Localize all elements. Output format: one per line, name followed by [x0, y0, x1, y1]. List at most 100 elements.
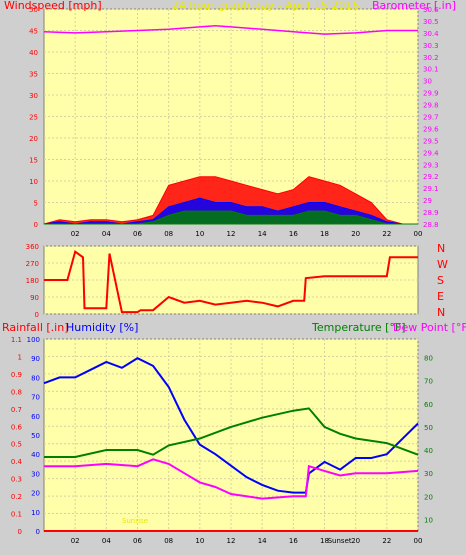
wind-time-tick-label: 18: [320, 230, 329, 238]
rainfall-tick-label: 1.1: [11, 336, 22, 344]
climate-time-axis: 02 04 06 08 10 12 14 16 18 20 22 00: [71, 537, 423, 545]
windspeed-tick-label: 30: [29, 92, 38, 100]
dew_point-line: [44, 458, 419, 500]
rainfall-tick-label: 0.3: [11, 476, 22, 484]
barometer-tick-label: 29.2: [423, 173, 439, 181]
windspeed-axis: 0 5 10 15 20 25 30 35 40 45 50: [29, 6, 38, 229]
windspeed-tick-label: 0: [34, 221, 38, 229]
barometer-tick-label: 29.9: [423, 90, 439, 98]
rainfall-tick-label: 0.7: [11, 406, 22, 414]
barometer-line: [43, 24, 418, 35]
climate-grid: [44, 338, 419, 532]
humidity-axis: 0 10 20 30 40 50 60 70 80 90 100: [27, 336, 40, 536]
humidity-line: [43, 357, 419, 494]
humidity-tick-label: 40: [31, 451, 40, 459]
wind-time-tick-label: 10: [195, 230, 204, 238]
wind-time-tick-label: 12: [227, 230, 236, 238]
temperature-tick-label: 60: [424, 401, 433, 409]
rainfall-tick-label: 1: [18, 353, 22, 361]
humidity-tick-label: 100: [27, 336, 40, 344]
rainfall-axis-label: Rainfall [.in]: [2, 321, 69, 334]
wind-time-tick-label: 14: [258, 230, 267, 238]
wind-time-tick-label: 06: [133, 230, 142, 238]
sunrise-annotation: Sunrise: [122, 517, 148, 525]
climate-time-tick-label: 20: [351, 537, 360, 545]
barometer-tick-label: 29.6: [423, 125, 439, 133]
windspeed-tick-label: 25: [29, 114, 38, 122]
barometer-tick-label: 30: [423, 78, 432, 86]
wind_avg-area: [44, 210, 418, 225]
wind-time-tick-label: 16: [289, 230, 298, 238]
direction-tick-label: 0: [35, 311, 39, 319]
barometer-tick-label: 29.8: [423, 102, 439, 110]
rainfall-tick-label: 0.4: [11, 458, 23, 466]
temperature-line: [44, 407, 419, 458]
temperature-humidity-panel: 0 0.1 0.2 0.3 0.4 0.5 0.6 0.7 0.8 0.9 1 1.1 0 10 20 30…: [2, 321, 466, 545]
compass-label: E: [437, 290, 444, 303]
temperature-tick-label: 10: [424, 516, 433, 524]
wind-time-tick-label: 02: [71, 230, 80, 238]
temperature-tick-label: 80: [424, 355, 433, 363]
windspeed-tick-label: 40: [29, 49, 38, 57]
rainfall-tick-label: 0.5: [11, 441, 22, 449]
barometer-tick-label: 30.6: [423, 6, 439, 14]
humidity-tick-label: 70: [31, 394, 40, 402]
wind-time-tick-label: 00: [414, 230, 423, 238]
direction-tick-label: 270: [26, 260, 39, 268]
barometer-tick-label: 29.5: [423, 137, 439, 145]
windspeed-tick-label: 45: [29, 28, 38, 36]
temperature-axis: 10 20 30 40 50 60 70 80: [424, 355, 433, 525]
wind-direction-line: [44, 250, 418, 314]
direction-axis: 0 90 180 270 360: [26, 243, 39, 319]
wind-series: [43, 24, 418, 225]
dewpoint-axis-label: Dew Point [°F]: [393, 321, 466, 334]
barometer-tick-label: 28.9: [423, 209, 439, 217]
windspeed-tick-label: 5: [34, 200, 38, 208]
graph-title: 24 hour graph day - April 15 2016: [172, 0, 359, 12]
barometer-tick-label: 30.5: [423, 18, 439, 26]
climate-time-tick-label: 08: [164, 537, 173, 545]
climate-time-tick-label: 16: [289, 537, 298, 545]
humidity-tick-label: 30: [31, 470, 40, 478]
climate-time-tick-label: 06: [133, 537, 142, 545]
humidity-tick-label: 10: [31, 509, 40, 517]
rainfall-tick-label: 0.9: [11, 371, 22, 379]
direction-series: [44, 250, 418, 314]
humidity-tick-label: 0: [36, 528, 40, 536]
compass-label: N: [437, 306, 445, 319]
humidity-axis-label: Humidity [%]: [66, 321, 138, 334]
wind-time-tick-label: 08: [164, 230, 173, 238]
temperature-tick-label: 40: [424, 447, 433, 455]
climate-time-tick-label: 10: [195, 537, 204, 545]
climate-time-tick-label: 12: [227, 537, 236, 545]
climate-time-tick-label: 22: [382, 537, 391, 545]
compass-label: S: [437, 274, 444, 287]
compass-label: N: [437, 242, 445, 255]
climate-time-tick-label: 02: [71, 537, 80, 545]
sunset-annotation: Sunset: [328, 537, 352, 545]
barometer-axis: 28.8 28.9 29 29.1 29.2 29.3 29.4 29.5 29.6 29.7 29…: [423, 6, 439, 229]
compass-label: W: [437, 258, 448, 271]
climate-time-tick-label: 00: [414, 537, 423, 545]
barometer-tick-label: 29.4: [423, 149, 439, 157]
humidity-tick-label: 60: [31, 413, 40, 421]
windspeed-tick-label: 20: [29, 135, 38, 143]
windspeed-tick-label: 35: [29, 71, 38, 79]
rainfall-tick-label: 0: [18, 528, 22, 536]
windspeed-axis-label: Windspeed [mph]: [4, 0, 102, 12]
wind-time-tick-label: 22: [382, 230, 391, 238]
windspeed-tick-label: 15: [29, 157, 38, 165]
direction-tick-label: 90: [30, 294, 39, 302]
barometer-tick-label: 28.8: [423, 221, 439, 229]
temperature-tick-label: 20: [424, 493, 433, 501]
barometer-tick-label: 29: [423, 197, 432, 205]
wind-time-axis: 02 04 06 08 10 12 14 16 18 20 22 00: [71, 230, 423, 238]
temperature-axis-label: Temperature [°F]: [311, 321, 406, 334]
climate-time-tick-label: 18: [320, 537, 329, 545]
barometer-axis-label: Barometer [.in]: [372, 0, 456, 12]
rainfall-tick-label: 0.2: [11, 493, 22, 501]
